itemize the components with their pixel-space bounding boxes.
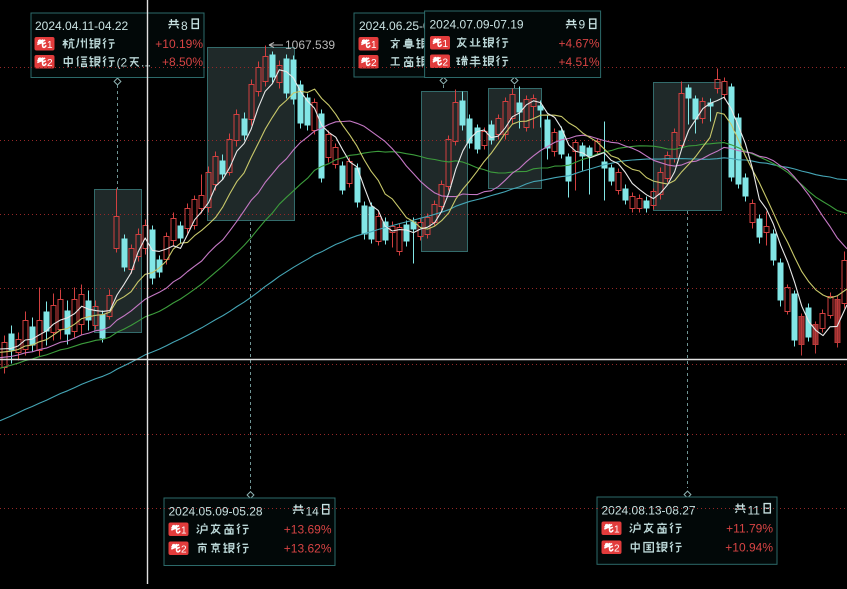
svg-text:+8.50%: +8.50% [162,55,203,69]
svg-text:14: 14 [306,505,320,519]
svg-text:(2: (2 [117,56,128,70]
svg-text:1: 1 [47,40,53,51]
svg-text:1: 1 [614,525,620,536]
svg-text:2024.07.09-07.19: 2024.07.09-07.19 [430,18,524,32]
svg-text:2: 2 [371,58,377,69]
svg-text:2: 2 [614,544,620,555]
svg-text:11: 11 [748,504,761,518]
svg-text:2: 2 [47,58,53,69]
svg-text:+4.67%: +4.67% [558,37,599,51]
svg-text:+4.51%: +4.51% [558,55,599,69]
svg-text:2: 2 [181,545,187,556]
svg-text:1: 1 [181,526,187,537]
svg-text:9: 9 [579,18,586,32]
svg-text:1: 1 [371,40,377,51]
svg-text:1067.539: 1067.539 [285,38,335,52]
svg-text:8: 8 [181,19,188,33]
svg-text:...: ... [141,56,151,70]
svg-text:1: 1 [443,39,449,50]
svg-text:+11.79%: +11.79% [726,522,773,536]
svg-text:2024.05.09-05.28: 2024.05.09-05.28 [169,505,263,519]
svg-text:2: 2 [443,58,449,69]
svg-text:+13.69%: +13.69% [284,523,332,537]
svg-text:+13.62%: +13.62% [284,542,332,556]
svg-text:2024.04.11-04.22: 2024.04.11-04.22 [35,19,129,33]
svg-text:+10.19%: +10.19% [155,37,203,51]
svg-text:2024.08.13-08.27: 2024.08.13-08.27 [602,504,696,518]
svg-text:+10.94%: +10.94% [725,541,773,555]
